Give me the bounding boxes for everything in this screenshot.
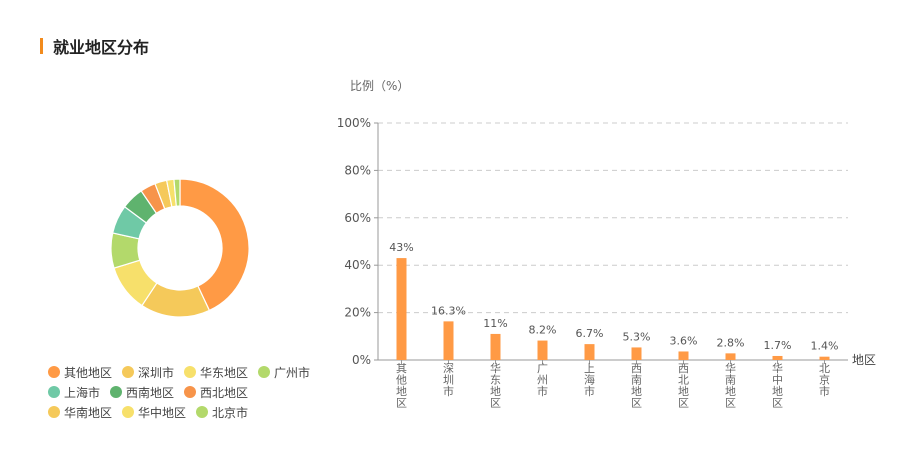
- donut-slice: [179, 178, 250, 312]
- x-tick-label: 华中地区: [772, 361, 783, 410]
- legend-item[interactable]: 上海市: [48, 384, 100, 401]
- x-tick-label: 西南地区: [631, 362, 642, 410]
- bar[interactable]: [584, 344, 595, 360]
- legend-item[interactable]: 华南地区: [48, 404, 112, 421]
- legend-label: 其他地区: [64, 365, 113, 380]
- x-tick-label: 西北地区: [678, 362, 689, 410]
- bar[interactable]: [819, 356, 830, 360]
- y-tick-label: 100%: [337, 116, 371, 130]
- x-tick-label: 广州市: [537, 362, 548, 398]
- legend-item[interactable]: 广州市: [258, 364, 310, 381]
- legend-dot-icon: [122, 406, 135, 418]
- bar-value-label: 8.2%: [529, 324, 557, 337]
- bar[interactable]: [490, 333, 501, 360]
- legend-row: 上海市 西南地区 西北地区: [48, 382, 328, 402]
- bar[interactable]: [725, 353, 736, 360]
- legend-dot-icon: [48, 386, 60, 398]
- section-title: 就业地区分布: [53, 38, 150, 57]
- legend-label: 上海市: [64, 385, 101, 400]
- bar-value-label: 16.3%: [431, 304, 466, 317]
- legend-dot-icon: [196, 406, 209, 418]
- legend-dot-icon: [48, 406, 60, 418]
- legend-item[interactable]: 华东地区: [184, 364, 248, 381]
- x-axis-title: 地区: [852, 353, 876, 367]
- x-tick-label: 深圳市: [443, 362, 454, 398]
- bar[interactable]: [631, 347, 642, 360]
- bar-value-label: 43%: [389, 241, 413, 254]
- bar-value-label: 6.7%: [576, 327, 604, 340]
- legend-item[interactable]: 西北地区: [184, 384, 248, 401]
- section-header: 就业地区分布: [40, 36, 150, 57]
- y-tick-label: 40%: [344, 258, 371, 272]
- bar[interactable]: [443, 321, 454, 360]
- bar-value-label: 1.7%: [764, 339, 792, 352]
- legend-label: 华东地区: [200, 365, 249, 380]
- x-tick-label: 华南地区: [725, 361, 736, 410]
- donut-slice: [173, 178, 181, 207]
- legend-label: 广州市: [274, 365, 311, 380]
- bar[interactable]: [678, 351, 689, 360]
- legend-row: 华南地区 华中地区 北京市: [48, 402, 328, 422]
- legend-row: 其他地区 深圳市 华东地区 广州市: [48, 362, 328, 382]
- legend-label: 西北地区: [200, 385, 249, 400]
- bar-value-label: 11%: [483, 317, 507, 330]
- legend-dot-icon: [110, 386, 123, 398]
- legend-item[interactable]: 北京市: [196, 404, 248, 421]
- legend-label: 北京市: [212, 405, 249, 420]
- legend-dot-icon: [122, 366, 135, 378]
- legend-item[interactable]: 华中地区: [122, 404, 186, 421]
- legend-label: 华中地区: [138, 405, 187, 420]
- legend-label: 西南地区: [126, 385, 175, 400]
- y-tick-label: 0%: [352, 353, 371, 367]
- legend-dot-icon: [184, 386, 197, 398]
- legend-dot-icon: [258, 366, 271, 378]
- bar[interactable]: [537, 340, 548, 360]
- donut-legend: 其他地区 深圳市 华东地区 广州市上海市 西南地区 西北地区华南地区 华中地区 北京市: [48, 362, 328, 422]
- y-axis-title: 比例（%）: [350, 79, 409, 93]
- bar-value-label: 1.4%: [811, 340, 839, 353]
- legend-item[interactable]: 西南地区: [110, 384, 174, 401]
- y-tick-label: 80%: [344, 163, 371, 177]
- bar-value-label: 5.3%: [623, 330, 651, 343]
- bar-chart: 比例（%） 0% 20% 40% 60% 80% 100% 地区 43% 其他地区 16.3% 深圳市…: [337, 79, 876, 410]
- bar[interactable]: [396, 258, 407, 360]
- legend-label: 华南地区: [64, 405, 113, 420]
- legend-label: 深圳市: [138, 365, 175, 380]
- bar-value-label: 3.6%: [670, 334, 698, 347]
- x-tick-label: 其他地区: [396, 362, 407, 410]
- x-tick-label: 上海市: [584, 362, 595, 398]
- x-tick-label: 北京市: [819, 362, 830, 398]
- x-tick-label: 华东地区: [490, 361, 501, 410]
- legend-item[interactable]: 其他地区: [48, 364, 112, 381]
- y-tick-label: 20%: [344, 306, 371, 320]
- legend-dot-icon: [184, 366, 197, 378]
- section-accent-bar: [40, 38, 43, 54]
- legend-dot-icon: [48, 366, 60, 378]
- donut-chart: [110, 178, 250, 318]
- y-tick-label: 60%: [344, 211, 371, 225]
- bar[interactable]: [772, 355, 783, 360]
- legend-item[interactable]: 深圳市: [122, 364, 174, 381]
- bar-value-label: 2.8%: [717, 336, 745, 349]
